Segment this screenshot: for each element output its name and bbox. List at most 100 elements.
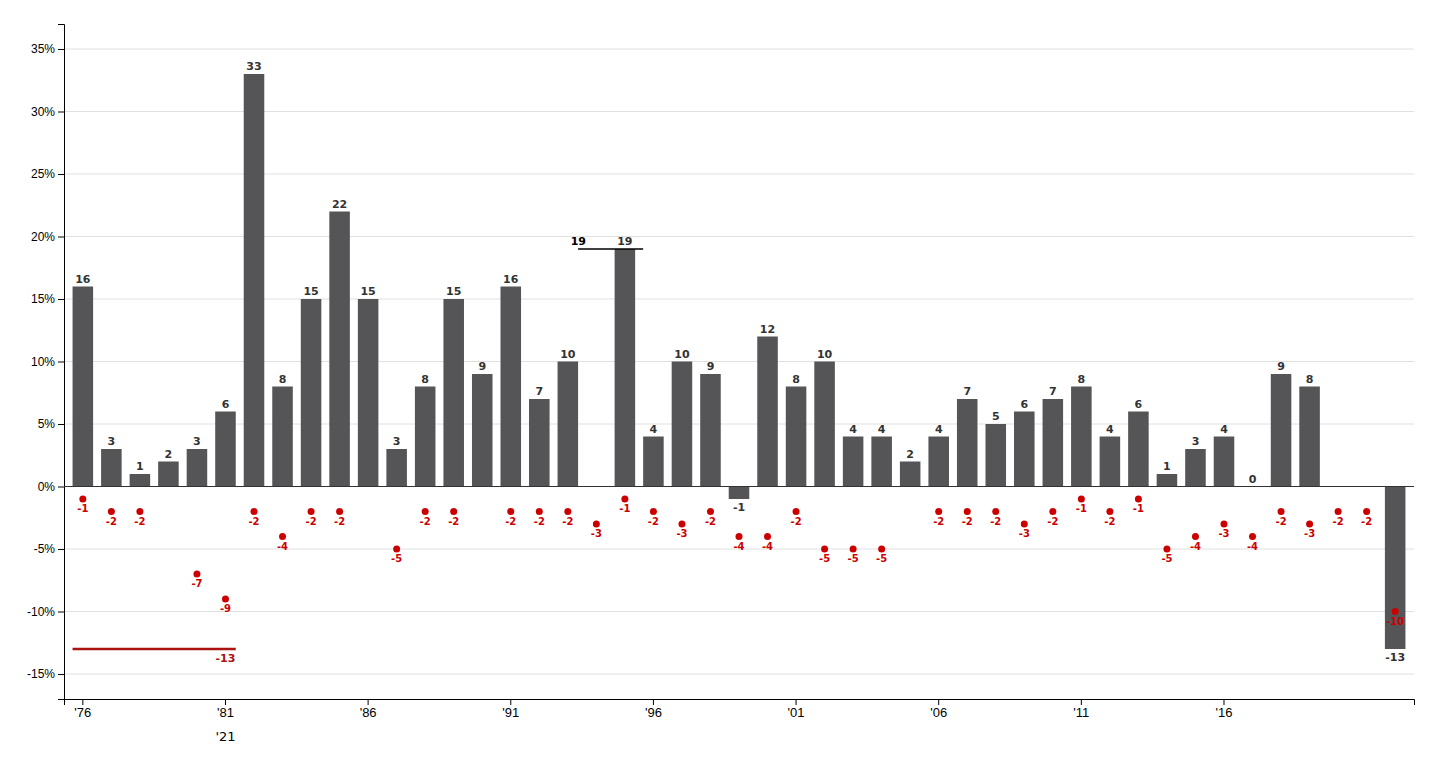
grid-line	[64, 361, 1414, 362]
point-label: -3	[1304, 528, 1315, 539]
point	[764, 533, 771, 540]
point	[507, 508, 514, 515]
bar-label: 3	[393, 435, 401, 448]
bar-label: 15	[360, 285, 375, 298]
y-tick-label: 0%	[38, 480, 56, 494]
bar	[1299, 387, 1320, 487]
point	[821, 546, 828, 553]
annotation-label: 19	[571, 235, 586, 248]
bar-label: 8	[1078, 373, 1086, 386]
y-tick: 10%	[31, 355, 64, 369]
point-label: -2	[106, 516, 117, 527]
bar	[729, 487, 750, 500]
bar	[187, 449, 208, 487]
x-tick-mark	[82, 699, 83, 705]
point-label: -2	[1047, 516, 1058, 527]
y-tick: 20%	[31, 230, 64, 244]
point-label: -4	[277, 541, 288, 552]
bar-label: 9	[707, 360, 715, 373]
point-label: -3	[1218, 528, 1229, 539]
x-tick-label: '11	[1073, 705, 1089, 720]
x-tick-mark	[510, 699, 511, 705]
grid-line	[64, 611, 1414, 612]
y-tick: 5%	[38, 417, 64, 431]
bar-label: 9	[478, 360, 486, 373]
x-tick-label: '16	[1216, 705, 1233, 720]
bar	[928, 437, 949, 487]
x-tick: '06	[930, 699, 947, 720]
point-label: -4	[1190, 541, 1201, 552]
x-tick-mark	[225, 699, 226, 705]
marks	[73, 74, 1406, 649]
y-tick: -15%	[27, 667, 64, 681]
labels: 16312363381522153815916710194109-1128104…	[75, 60, 1405, 744]
bar-label: 8	[421, 373, 429, 386]
x-tick-label: '76	[74, 705, 91, 720]
y-tick: 15%	[31, 292, 64, 306]
bar-label: 1	[1163, 460, 1171, 473]
bar	[985, 424, 1006, 487]
bar-label: 7	[535, 385, 543, 398]
bar	[1185, 449, 1206, 487]
bar-label: 12	[760, 323, 775, 336]
y-tick: -10%	[27, 605, 64, 619]
point-label: -2	[420, 516, 431, 527]
bar-label: 16	[503, 273, 519, 286]
bar	[73, 287, 94, 487]
point	[108, 508, 115, 515]
point	[1220, 521, 1227, 528]
bar-label: 4	[849, 423, 857, 436]
y-tick-mark	[58, 674, 64, 675]
bar	[786, 387, 807, 487]
bar-label: -13	[1385, 651, 1405, 664]
point-label: -2	[134, 516, 145, 527]
bar-label: 22	[332, 198, 347, 211]
point	[1078, 496, 1085, 503]
point-label: -2	[1104, 516, 1115, 527]
bar	[301, 299, 322, 487]
bar-label: 4	[878, 423, 886, 436]
point-label: -2	[248, 516, 259, 527]
point	[1192, 533, 1199, 540]
y-tick-label: 10%	[31, 355, 55, 369]
x-tick-mark	[796, 699, 797, 705]
bar-label: 10	[560, 348, 576, 361]
y-tick-label: 5%	[38, 417, 56, 431]
bar-label: 3	[193, 435, 201, 448]
y-axis: -15%-10%-5%0%5%10%15%20%25%30%35%	[27, 25, 65, 700]
point-label: -2	[962, 516, 973, 527]
bar	[1014, 412, 1035, 487]
point-label: -7	[191, 578, 202, 589]
bar	[757, 337, 778, 487]
point-label: -2	[990, 516, 1001, 527]
y-tick: 25%	[31, 167, 64, 181]
point-label: -3	[1019, 528, 1030, 539]
x-tick-label: '81	[217, 705, 234, 720]
y-tick-mark	[58, 362, 64, 363]
bar-label: 5	[992, 410, 1000, 423]
x-tick-label: '06	[930, 705, 947, 720]
point-label: -1	[1076, 503, 1087, 514]
bar	[415, 387, 436, 487]
bar	[1157, 474, 1178, 487]
bar-label: 4	[1106, 423, 1114, 436]
bar	[1128, 412, 1149, 487]
y-axis-line	[58, 25, 65, 700]
point	[1335, 508, 1342, 515]
bar-label: 3	[108, 435, 116, 448]
point-label: -2	[933, 516, 944, 527]
y-tick-label: -10%	[27, 605, 55, 619]
point	[850, 546, 857, 553]
zero-line	[64, 486, 1414, 487]
bar-label: 15	[303, 285, 318, 298]
bar	[843, 437, 864, 487]
y-tick-mark	[58, 424, 64, 425]
y-tick-mark	[58, 237, 64, 238]
bar	[615, 249, 636, 487]
point-label: -3	[676, 528, 687, 539]
x-tick-mark	[938, 699, 939, 705]
point	[678, 521, 685, 528]
y-tick: 35%	[31, 42, 64, 56]
bar-label: 15	[446, 285, 461, 298]
y-tick-mark	[58, 612, 64, 613]
